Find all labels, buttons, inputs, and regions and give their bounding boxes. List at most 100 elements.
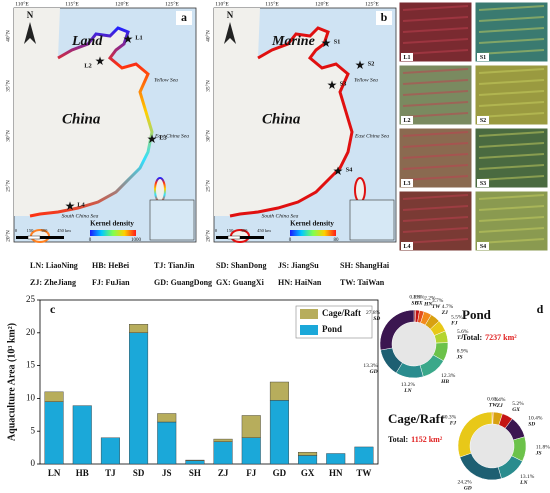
lon-label: 110°E (15, 0, 29, 7)
site-label: S3 (340, 80, 348, 87)
bar-segment (213, 441, 233, 465)
slice-category: SH (411, 300, 419, 306)
density-max: 1000 (131, 238, 142, 243)
north-label: N (227, 10, 234, 20)
photo-label-box (401, 179, 413, 187)
site-label: S1 (334, 38, 341, 45)
legend-label: Pond (322, 324, 342, 334)
map-panel: 110°E 115°E 120°E 125°E 40°N 35°N 30°N 25°N 20°N… (4, 0, 197, 243)
lon-label: 120°E (315, 0, 329, 7)
lon-label: 110°E (215, 0, 229, 7)
photo-texture (402, 238, 469, 244)
slice-value: 12.3% (441, 373, 456, 379)
scale-label: 300 (41, 228, 49, 233)
lon-label: 125°E (165, 0, 179, 7)
bar-segment (269, 381, 289, 401)
photo-texture (478, 205, 545, 211)
site-label: L1 (135, 34, 143, 41)
site-star: ★ (355, 58, 366, 72)
photo-texture (478, 164, 545, 170)
x-tick-label: HN (329, 468, 343, 478)
taiwan (154, 177, 166, 203)
sea-label: Yellow Sea (354, 77, 378, 83)
slice-category: JS (456, 355, 463, 361)
scale-label: 0 (215, 228, 218, 233)
photo-texture (478, 142, 545, 148)
slice-value: 5.6% (457, 329, 469, 335)
slice-value: 4.7% (442, 304, 454, 310)
bar-segment (298, 455, 318, 465)
photo-label: S3 (480, 181, 486, 187)
density-title: Kernel density (90, 220, 134, 228)
x-tick-label: SD (133, 468, 145, 478)
photo-texture (402, 79, 469, 85)
slice-value: 4.4% (494, 397, 506, 403)
donut-slice (379, 309, 415, 351)
legend-swatch (300, 309, 318, 319)
bar-segment (298, 451, 318, 456)
photo-texture (478, 27, 545, 33)
photo-texture (402, 27, 469, 33)
north-label: N (27, 10, 34, 20)
photo-texture (402, 90, 469, 96)
map-title: Land (71, 34, 103, 49)
photo-texture (402, 49, 469, 55)
photo-label: S1 (480, 55, 486, 61)
photo-label: L1 (403, 55, 410, 61)
photo-texture (402, 205, 469, 211)
photo-texture (478, 238, 545, 244)
panel-letter-box (176, 11, 192, 25)
photo-texture (402, 16, 469, 22)
bar-segment (185, 460, 205, 465)
legend-swatch (300, 325, 318, 335)
slice-category: FJ (450, 421, 457, 427)
slice-category: JS (535, 450, 542, 456)
bar-segment (157, 421, 177, 465)
photo-label-box (477, 242, 489, 250)
province-entry: SH: ShangHai (340, 261, 390, 270)
bar-segment (241, 437, 261, 465)
lat-label: 25°N (4, 180, 11, 192)
photo-texture (402, 227, 469, 233)
photo-grid: L1 L2 L3 L4 S1 S2 S3 S4 (398, 1, 549, 252)
slice-category: SD (528, 421, 535, 427)
lat-label: 20°N (4, 230, 11, 242)
lat-label: 35°N (4, 80, 11, 92)
slice-value: 13.3% (363, 363, 378, 369)
x-tick-label: GX (301, 468, 315, 478)
site-star: ★ (327, 78, 338, 92)
lat-label: 20°N (204, 230, 211, 242)
bar-chart: c Aquaculture Area (10³ km²) 0 5 10 15 20 25 LN H… (6, 294, 379, 478)
sea-label: East China Sea (354, 133, 389, 139)
site-star: ★ (123, 32, 134, 46)
total-value: 1152 km² (411, 435, 443, 444)
coastline (29, 26, 154, 218)
x-tick-label: GD (273, 468, 287, 478)
y-tick-label: 10 (26, 392, 36, 402)
legend-label: Cage/Raft (322, 308, 361, 318)
photo-texture (478, 16, 545, 22)
slice-category: HB (440, 379, 449, 385)
photo-label-box (477, 116, 489, 124)
photo-texture (402, 101, 469, 107)
photo-texture (402, 38, 469, 44)
photo-label-box (477, 53, 489, 61)
y-axis-label: Aquaculture Area (10³ km²) (6, 323, 17, 441)
x-tick-label: SH (189, 468, 201, 478)
slice-value: 2.2% (424, 295, 436, 301)
photo-texture (478, 79, 545, 85)
photo-texture (402, 216, 469, 222)
photo-texture (478, 5, 545, 11)
site-label: L4 (77, 201, 85, 208)
photo-texture (478, 49, 545, 55)
density-min: 0 (289, 238, 292, 243)
site-star: ★ (333, 164, 344, 178)
country-label: China (262, 111, 301, 127)
site-label: S4 (346, 166, 354, 173)
photo-texture (478, 153, 545, 159)
province-entry: FJ: FuJian (92, 278, 130, 287)
lat-label: 30°N (204, 130, 211, 142)
photo-texture (402, 153, 469, 159)
y-tick-label: 25 (26, 294, 36, 304)
sea-label: Yellow Sea (154, 77, 178, 83)
